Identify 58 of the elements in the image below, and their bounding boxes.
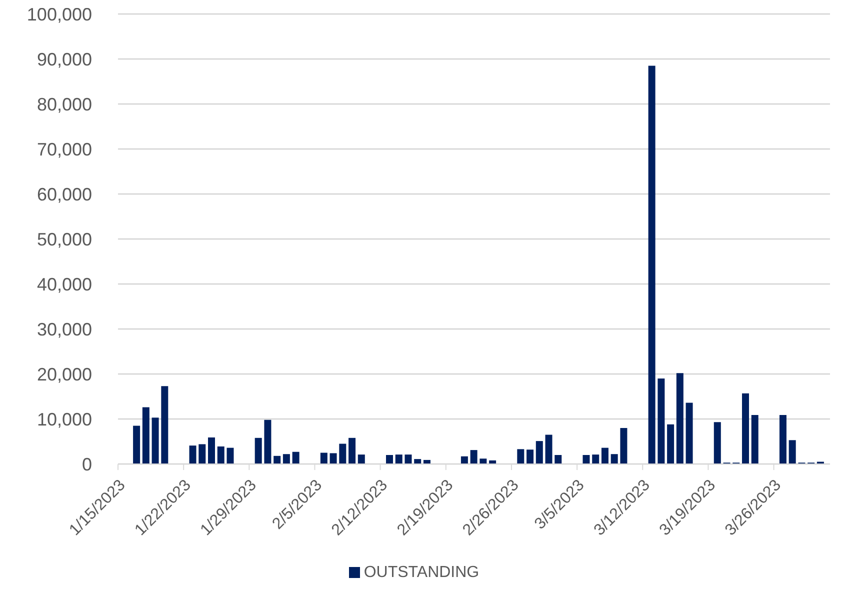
bar (480, 458, 487, 464)
bar (330, 453, 337, 464)
bar (592, 454, 600, 464)
bar (470, 450, 478, 464)
bar (133, 426, 140, 464)
bar (545, 434, 552, 464)
bar (536, 441, 543, 464)
y-tick-label: 80,000 (36, 94, 92, 114)
y-tick-label: 60,000 (36, 184, 92, 204)
bar (582, 455, 590, 464)
bar (339, 444, 346, 464)
bar (274, 456, 281, 464)
bar (348, 438, 356, 464)
y-tick-label: 90,000 (36, 49, 92, 70)
bar (742, 393, 749, 464)
y-tick-label: 70,000 (36, 139, 92, 160)
y-tick-label: 50,000 (36, 229, 92, 250)
bar (414, 459, 422, 464)
bar (386, 455, 393, 464)
bar (788, 440, 796, 464)
bar (282, 454, 290, 464)
bar (686, 402, 693, 464)
legend-label: OUTSTANDING (364, 564, 480, 581)
bar (714, 422, 721, 464)
y-tick-label: 10,000 (36, 409, 92, 430)
y-tick-label: 0 (82, 454, 92, 474)
bar (620, 428, 628, 464)
bar (254, 438, 262, 464)
bar (460, 456, 468, 464)
bar (610, 454, 618, 464)
bar (601, 448, 608, 464)
bar (142, 407, 150, 464)
bar (658, 378, 665, 464)
bar (667, 424, 674, 464)
bar (676, 373, 684, 464)
bar (152, 418, 159, 464)
bar (517, 449, 524, 464)
bar (320, 452, 328, 464)
bar (358, 454, 365, 464)
bar (751, 414, 758, 464)
bar (404, 454, 412, 464)
bar (217, 446, 224, 464)
bar (226, 448, 234, 464)
bar (198, 444, 206, 464)
y-tick-label: 30,000 (36, 319, 92, 340)
bar (208, 437, 215, 464)
bar (554, 455, 562, 464)
bar (292, 452, 300, 464)
bar (526, 450, 534, 464)
bar (161, 386, 168, 464)
bar (264, 420, 272, 464)
bar (779, 414, 786, 464)
bar (648, 66, 656, 464)
y-tick-label: 20,000 (36, 364, 92, 384)
bar (189, 446, 196, 464)
bar (395, 454, 402, 464)
y-tick-label: 40,000 (36, 274, 92, 294)
y-tick-label: 100,000 (26, 4, 92, 24)
